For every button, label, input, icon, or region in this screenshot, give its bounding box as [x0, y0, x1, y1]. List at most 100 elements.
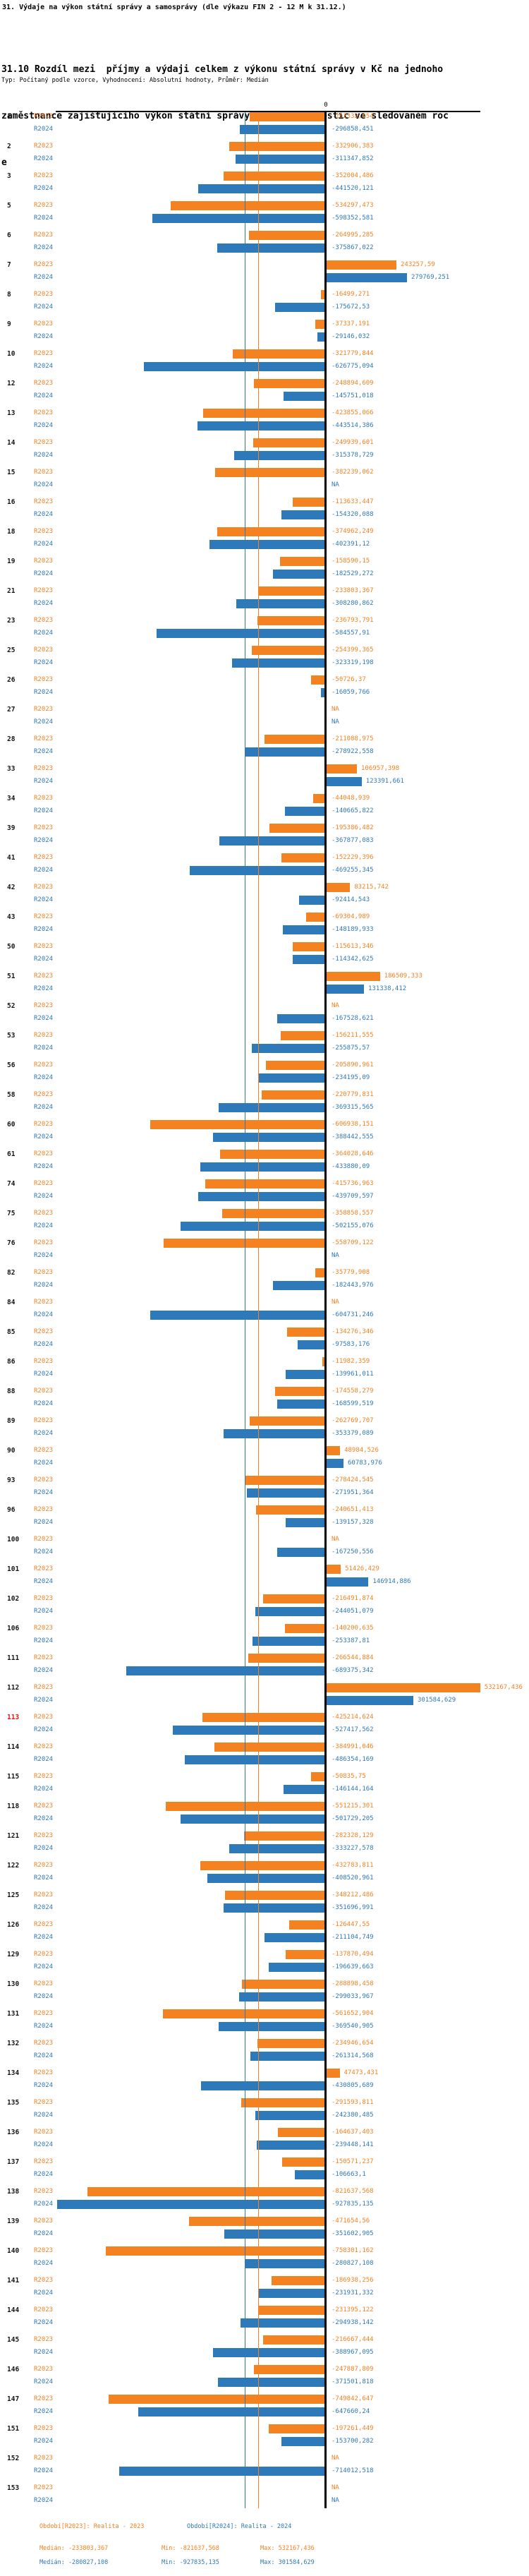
value-label-r2023: -205890,961 [332, 1061, 374, 1069]
bar-r2023 [258, 2306, 326, 2315]
series-label-r2024: R2024 [34, 2023, 54, 2030]
bar-r2023 [249, 112, 326, 121]
value-label-r2023: -471654,56 [332, 2217, 370, 2225]
series-label-r2024: R2024 [34, 422, 54, 429]
bar-r2023 [202, 1713, 326, 1722]
series-label-r2024: R2024 [34, 2467, 54, 2474]
series-label-r2023: R2023 [34, 320, 54, 327]
bar-r2023 [150, 1120, 326, 1129]
series-label-r2024: R2024 [34, 630, 54, 637]
row-id-label: 136 [7, 2129, 20, 2136]
bar-r2023 [250, 1416, 326, 1426]
series-label-r2024: R2024 [34, 1637, 54, 1644]
value-label-r2024: -375867,022 [332, 244, 374, 251]
series-label-r2023: R2023 [34, 528, 54, 535]
value-label-r2023: -282328,129 [332, 1832, 374, 1839]
row-id-label: 82 [7, 1269, 16, 1277]
value-label-r2024: -402391,12 [332, 541, 370, 548]
value-label-r2024: -647660,24 [332, 2408, 370, 2415]
series-label-r2024: R2024 [34, 1133, 54, 1140]
bar-r2023 [292, 942, 326, 951]
value-label-r2024: -140665,822 [332, 807, 374, 814]
series-label-r2024: R2024 [34, 155, 54, 162]
value-label-r2024: -29146,032 [332, 333, 370, 340]
series-label-r2023: R2023 [34, 231, 54, 239]
row-id-label: 131 [7, 2010, 20, 2018]
bar-r2023 [217, 527, 326, 536]
value-label-r2024: 146914,886 [372, 1578, 411, 1585]
series-label-r2023: R2023 [34, 973, 54, 980]
row-id-label: 96 [7, 1506, 16, 1514]
row-id-label: 93 [7, 1476, 16, 1484]
value-label-r2023: -384991,046 [332, 1743, 374, 1750]
row-id-label: 137 [7, 2158, 20, 2166]
bar-r2024 [274, 303, 326, 312]
series-label-r2023: R2023 [34, 1061, 54, 1069]
value-label-r2024: -16059,766 [332, 689, 370, 696]
value-label-r2023: -134276,346 [332, 1328, 374, 1335]
value-label-r2024: -278922,558 [332, 748, 374, 755]
value-label-r2024: -253387,81 [332, 1637, 370, 1644]
value-label-r2023: 106957,398 [361, 765, 400, 772]
row-id-label: 147 [7, 2395, 20, 2403]
value-label-r2024: -367877,083 [332, 837, 374, 844]
bar-r2024 [285, 1370, 326, 1379]
value-label-r2024: -441520,121 [332, 185, 374, 192]
series-label-r2023: R2023 [34, 1891, 54, 1898]
row-id-label: 9 [7, 320, 11, 328]
bar-r2024 [273, 1281, 326, 1290]
series-label-r2024: R2024 [34, 1371, 54, 1378]
bar-r2024 [326, 777, 362, 786]
axis-top-line [56, 111, 480, 112]
row-id-label: 141 [7, 2277, 20, 2285]
bar-r2024 [283, 925, 326, 934]
series-label-r2023: R2023 [34, 1150, 54, 1157]
bar-r2024 [297, 1340, 326, 1349]
row-id-label: 74 [7, 1180, 16, 1188]
bar-r2024 [317, 332, 326, 342]
series-label-r2024: R2024 [34, 2260, 54, 2267]
series-label-r2024: R2024 [34, 1163, 54, 1170]
bar-r2024 [156, 629, 326, 638]
bar-r2023 [293, 498, 326, 507]
bar-r2024 [250, 2052, 326, 2061]
row-id-label: 10 [7, 350, 16, 358]
row-id-label: 5 [7, 202, 11, 210]
value-label-r2024: -369540,905 [332, 2023, 374, 2030]
bar-r2024 [255, 1607, 326, 1616]
value-label-r2024: -294938,142 [332, 2319, 374, 2326]
series-label-r2023: R2023 [34, 1951, 54, 1958]
row-id-label: 2 [7, 143, 11, 150]
value-label-r2024: -371501,818 [332, 2378, 374, 2385]
series-label-r2024: R2024 [34, 1400, 54, 1407]
row-id-label: 145 [7, 2336, 20, 2344]
series-label-r2023: R2023 [34, 2306, 54, 2313]
value-label-r2024: -308280,862 [332, 600, 374, 607]
bar-r2023 [257, 2039, 326, 2048]
value-label-r2024: -211104,749 [332, 1934, 374, 1941]
bar-r2024 [190, 866, 326, 875]
value-label-r2023: -44048,939 [332, 795, 370, 802]
series-label-r2024: R2024 [34, 2141, 54, 2148]
row-id-label: 113 [7, 1714, 20, 1721]
series-label-r2023: R2023 [34, 913, 54, 920]
bar-r2023 [278, 2128, 326, 2137]
bar-r2024 [144, 362, 326, 371]
series-label-r2024: R2024 [34, 1430, 54, 1437]
row-id-label: 6 [7, 231, 11, 239]
stat-min-2024: Min: -927835,135 [162, 2559, 219, 2566]
value-label-r2023: -195386,482 [332, 824, 374, 831]
row-id-label: 152 [7, 2455, 20, 2462]
bar-r2024 [152, 214, 326, 223]
value-label-r2024: -323319,198 [332, 659, 374, 666]
bar-r2023 [189, 2217, 326, 2226]
series-label-r2023: R2023 [34, 824, 54, 831]
bar-r2024 [293, 955, 326, 964]
row-id-label: 88 [7, 1388, 16, 1395]
series-label-r2024: R2024 [34, 2171, 54, 2178]
row-id-label: 144 [7, 2306, 20, 2314]
value-label-r2023: -11982,359 [332, 1358, 370, 1365]
value-label-r2024: -353379,089 [332, 1430, 374, 1437]
series-label-r2023: R2023 [34, 1565, 54, 1572]
value-label-r2023: -236793,791 [332, 617, 374, 624]
